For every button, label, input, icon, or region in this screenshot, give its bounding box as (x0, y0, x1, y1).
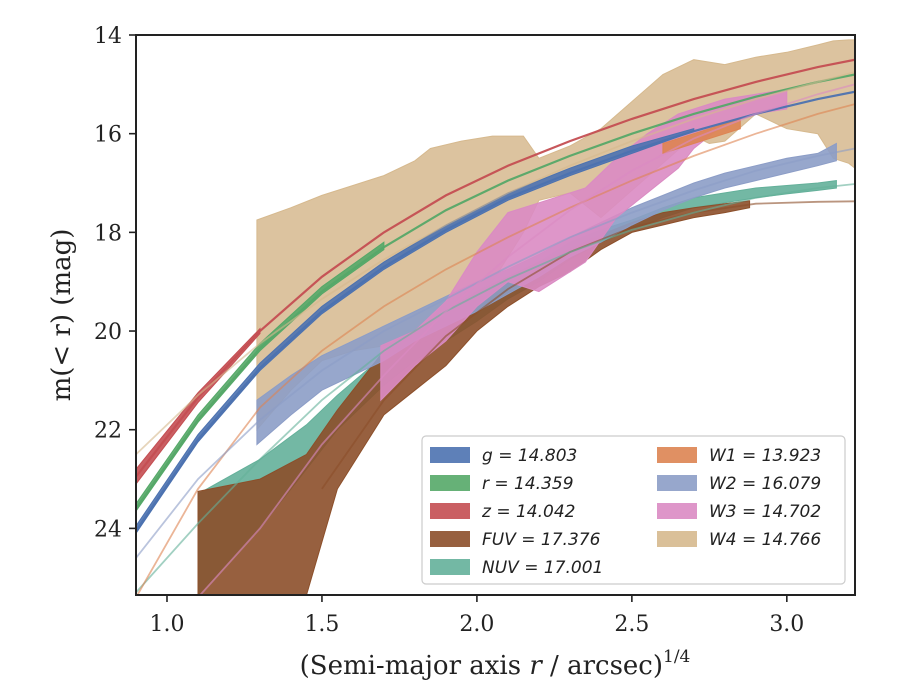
legend-swatch-w3 (657, 503, 697, 519)
legend-label-fuv: FUV = 17.376 (482, 530, 601, 550)
y-tick-label: 18 (94, 221, 122, 246)
legend-label-w4: W4 = 14.766 (709, 530, 821, 550)
legend-label-w2: W2 = 16.079 (709, 474, 821, 494)
x-tick-label: 2.5 (614, 612, 649, 637)
y-axis-ticks: 14 16 18 20 22 24 (94, 24, 136, 542)
y-axis-label: m(< r) (mag) (47, 229, 77, 402)
x-axis-label-rest: / arcsec) (542, 651, 663, 681)
model-curve-w1 (136, 103, 855, 595)
legend-label-g: g = 14.803 (482, 446, 577, 466)
legend-swatch-w2 (657, 475, 697, 491)
legend: g = 14.803 r = 14.359 z = 14.042 FUV = 17.3… (421, 435, 846, 585)
x-axis-label: (Semi-major axis r / arcsec)1/4 (300, 647, 691, 681)
x-tick-label: 3.0 (769, 612, 804, 637)
y-tick-label: 20 (94, 320, 122, 345)
legend-swatch-r (430, 475, 470, 491)
legend-swatch-fuv (430, 531, 470, 547)
model-curve-fuv (321, 200, 855, 490)
x-axis-label-var: r (529, 651, 543, 681)
y-tick-label: 16 (94, 123, 122, 148)
band-r (136, 241, 385, 512)
x-tick-label: 2.0 (459, 612, 494, 637)
x-axis-label-main: (Semi-major axis (300, 651, 530, 681)
x-tick-label: 1.0 (149, 612, 184, 637)
y-tick-label: 22 (94, 419, 122, 444)
y-tick-label: 14 (94, 24, 122, 49)
legend-swatch-w4 (657, 531, 697, 547)
legend-label-w1: W1 = 13.923 (709, 446, 821, 466)
model-curve-z (136, 58, 855, 478)
legend-swatch-z (430, 503, 470, 519)
y-tick-label: 24 (94, 517, 122, 542)
band-w3 (380, 88, 788, 402)
plot-frame (135, 34, 856, 596)
band-z (136, 327, 261, 485)
legend-label-r: r = 14.359 (482, 474, 574, 494)
model-curves (136, 58, 855, 595)
model-curve-nuv (136, 183, 855, 594)
model-curve-r (136, 73, 855, 510)
x-axis-ticks: 1.0 1.5 2.0 2.5 3.0 (149, 595, 804, 637)
legend-box (421, 435, 846, 585)
legend-swatch-w1 (657, 447, 697, 463)
x-axis-label-sup: 1/4 (663, 647, 690, 667)
legend-label-w3: W3 = 14.702 (709, 502, 821, 522)
legend-label-z: z = 14.042 (481, 502, 575, 522)
model-curve-w4 (136, 71, 855, 456)
legend-swatch-nuv (430, 559, 470, 575)
x-tick-label: 1.5 (304, 612, 339, 637)
legend-swatch-g (430, 447, 470, 463)
uncertainty-bands (136, 39, 855, 595)
model-curve-w3 (199, 83, 855, 595)
model-curve-w2 (136, 147, 855, 559)
legend-label-nuv: NUV = 17.001 (482, 558, 603, 578)
